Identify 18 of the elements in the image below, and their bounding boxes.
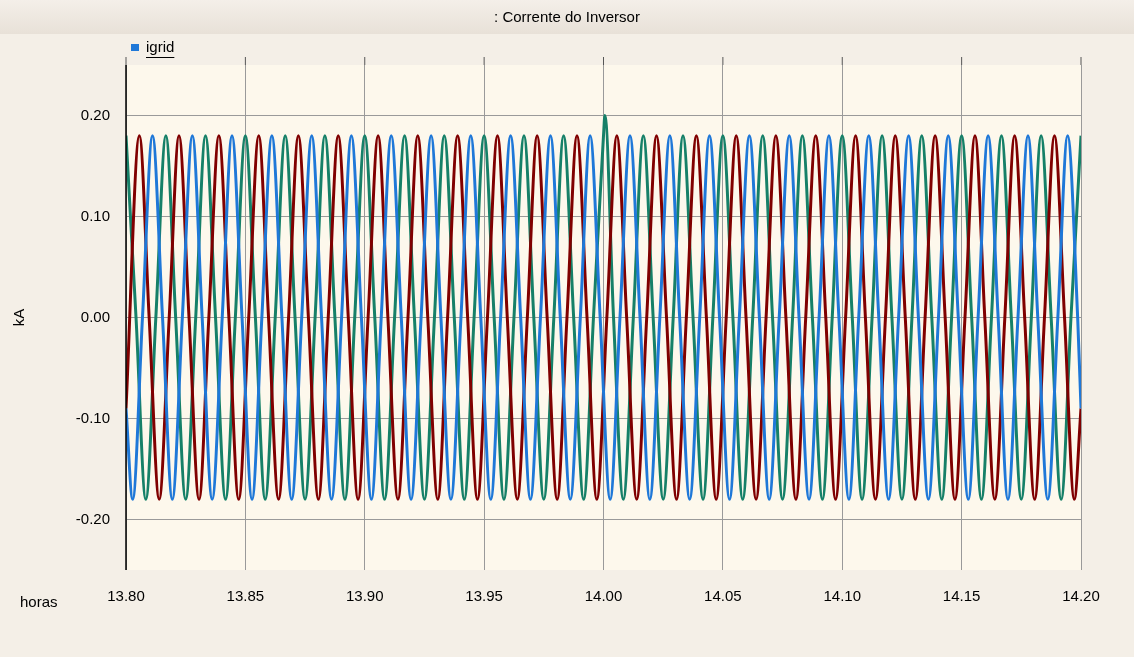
x-tick-label: 13.80 [107,587,145,605]
x-tick-label: 13.85 [226,587,265,605]
x-tick-label: 14.00 [584,587,623,605]
x-tick-label: 14.20 [1062,587,1100,605]
y-axis-title: kA [10,308,28,327]
x-tick-label: 14.15 [942,587,981,605]
x-tick-label: 14.05 [704,587,742,605]
x-tick-label: 13.95 [465,587,503,605]
y-tick-label: 0.20 [80,105,110,123]
y-tick-label: -0.10 [75,408,110,426]
x-tick-label: 14.10 [823,587,862,605]
y-tick-label: 0.10 [80,206,110,224]
y-tick-label: -0.20 [75,509,110,527]
y-tick-label: 0.00 [80,307,110,325]
x-tick-label: 13.90 [345,587,384,605]
x-axis-title: horas [20,593,58,611]
legend-label: igrid [146,38,175,56]
chart-title: : Corrente do Inversor [494,8,640,26]
